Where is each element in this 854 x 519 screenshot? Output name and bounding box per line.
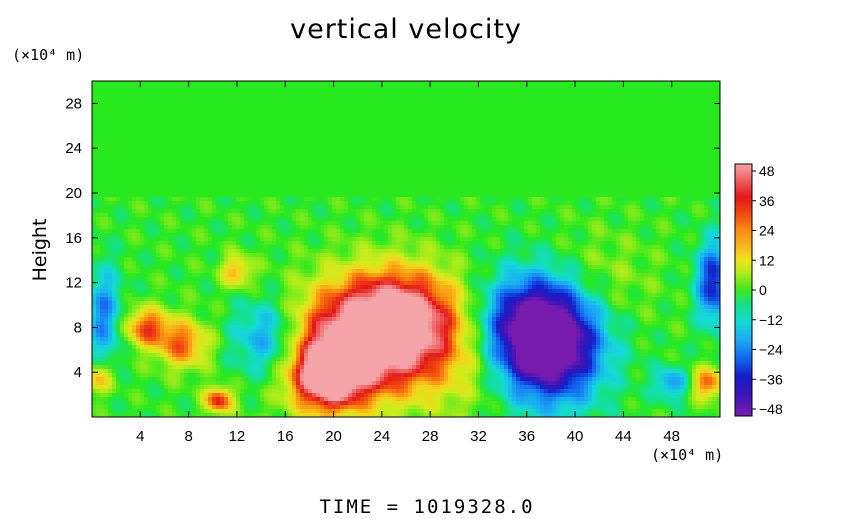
x-tick-label: 32 [470, 428, 487, 445]
colorbar-tick-label: −12 [759, 312, 783, 328]
y-tick-label: 8 [74, 319, 82, 336]
y-tick-label: 28 [65, 95, 82, 112]
colorbar [734, 163, 753, 417]
x-tick-label: 36 [518, 428, 535, 445]
colorbar-tick-label: 24 [759, 223, 775, 239]
y-tick-label: 4 [74, 364, 82, 381]
x-tick-label: 8 [184, 428, 192, 445]
x-tick-label: 40 [567, 428, 584, 445]
chart-title: vertical velocity [290, 14, 522, 45]
x-tick-label: 28 [422, 428, 439, 445]
x-axis-unit: (×10⁴ m) [651, 446, 724, 464]
colorbar-tick-label: 12 [759, 252, 775, 268]
colorbar-ticks: 48 36 24 12 0 −12 −24 −36 −48 [752, 163, 783, 417]
colorbar-tick-label: −36 [759, 371, 783, 387]
colorbar-tick-label: 48 [759, 163, 775, 179]
colorbar-tick-label: −24 [759, 342, 783, 358]
x-tick-label: 20 [325, 428, 342, 445]
y-tick-label: 16 [65, 230, 82, 247]
colorbar-tick-label: −48 [759, 401, 783, 417]
y-axis-ticks: 4 8 12 16 20 24 28 [65, 95, 720, 381]
x-tick-label: 24 [374, 428, 391, 445]
y-tick-label: 24 [65, 140, 82, 157]
plot-frame [91, 80, 721, 418]
y-tick-label: 20 [65, 185, 82, 202]
x-tick-label: 44 [615, 428, 632, 445]
y-tick-label: 12 [65, 275, 82, 292]
colorbar-tick-label: 0 [759, 282, 767, 298]
x-tick-label: 16 [277, 428, 294, 445]
x-tick-label: 48 [663, 428, 680, 445]
colorbar-tick-label: 36 [759, 193, 775, 209]
y-axis-unit: (×10⁴ m) [12, 46, 85, 64]
x-tick-label: 12 [229, 428, 246, 445]
x-tick-label: 4 [136, 428, 144, 445]
x-axis-ticks: 4 8 12 16 20 24 28 32 36 40 44 48 [136, 81, 680, 445]
heatmap-field [92, 81, 720, 417]
time-label: TIME = 1019328.0 [319, 496, 535, 518]
